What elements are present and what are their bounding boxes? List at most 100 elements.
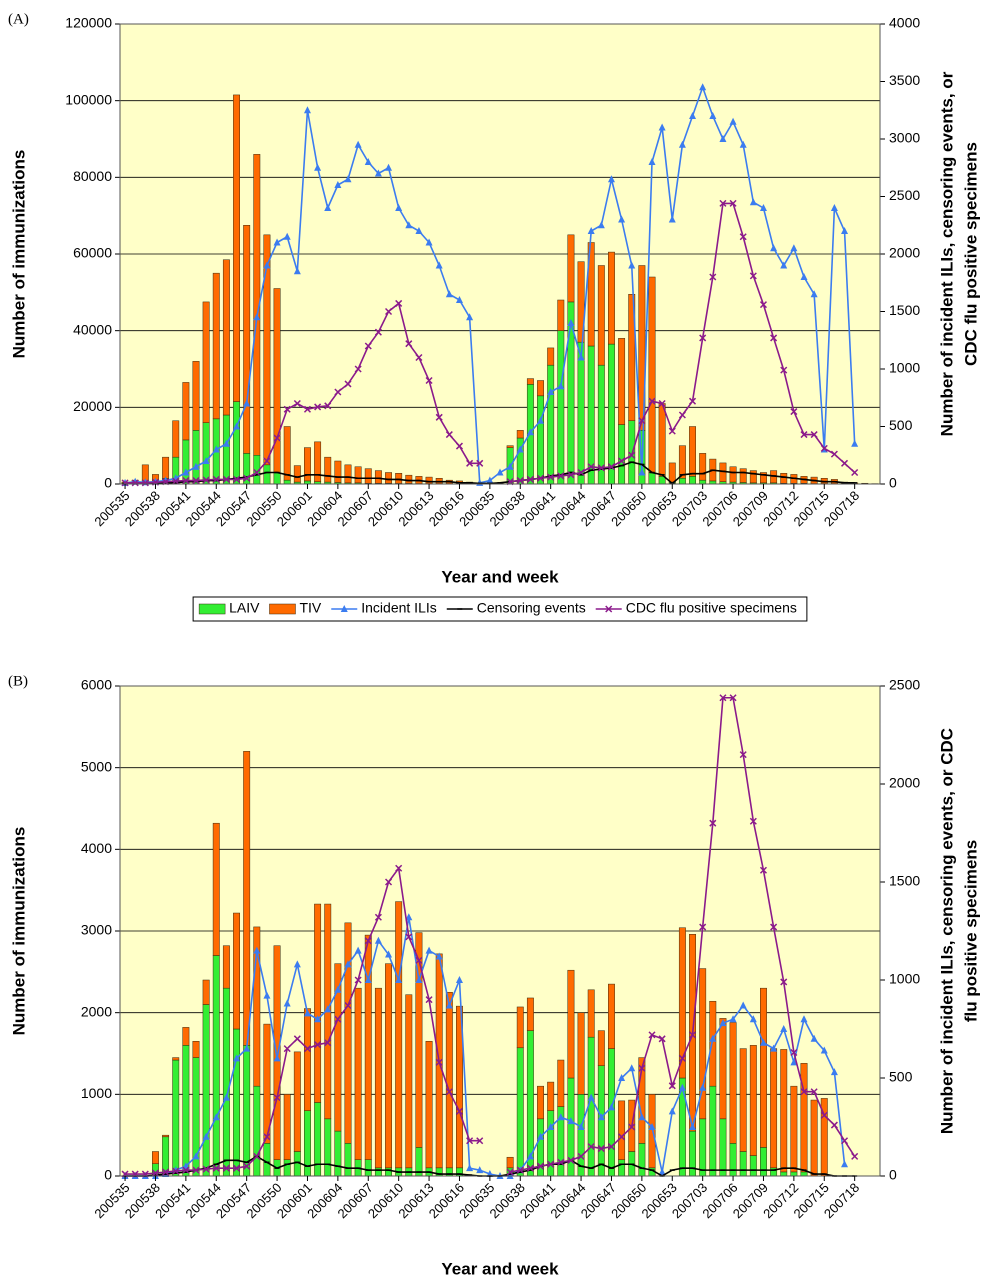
marker [719, 694, 727, 702]
bar [719, 1118, 727, 1177]
bar [547, 1081, 555, 1111]
bar [182, 1045, 190, 1177]
marker [739, 233, 747, 241]
marker [303, 1009, 311, 1017]
bar [516, 1047, 524, 1177]
y2-axis-title: flu positive specimens [961, 840, 980, 1022]
marker [851, 468, 859, 477]
marker [340, 605, 348, 612]
marker [628, 451, 636, 459]
marker [658, 1168, 666, 1176]
bar [324, 456, 332, 483]
marker [516, 477, 524, 485]
bar [222, 259, 230, 416]
marker [425, 946, 433, 954]
marker [253, 946, 261, 954]
bar [790, 1085, 798, 1173]
marker [192, 1166, 200, 1174]
y2-tick-label: 1000 [889, 971, 920, 987]
y2-tick-label: 2500 [889, 187, 920, 203]
marker [689, 397, 697, 405]
bar [628, 294, 636, 421]
bar [233, 1028, 240, 1177]
marker [567, 1156, 575, 1164]
marker [780, 261, 788, 269]
y-tick-label: 3000 [81, 922, 112, 938]
bar [405, 474, 413, 484]
bar [577, 1012, 585, 1095]
legend-label: TIV [299, 600, 321, 616]
bar [324, 1118, 332, 1177]
marker [729, 694, 737, 702]
bar [597, 1030, 605, 1066]
bar [790, 1171, 798, 1177]
marker [668, 1082, 676, 1090]
bar [263, 464, 271, 485]
marker [243, 399, 251, 407]
bar [283, 479, 291, 485]
bar [689, 476, 696, 485]
marker [202, 1165, 210, 1173]
marker [506, 1168, 514, 1176]
marker [739, 1001, 747, 1009]
marker [638, 417, 646, 425]
marker [202, 1132, 210, 1140]
marker [445, 1088, 453, 1096]
marker [455, 1107, 463, 1115]
marker [273, 434, 281, 442]
bar [699, 1118, 707, 1177]
y-tick-label: 20000 [73, 398, 112, 414]
marker [607, 463, 615, 471]
marker [830, 1121, 838, 1129]
marker [385, 878, 393, 886]
marker [547, 1160, 555, 1168]
marker [415, 227, 423, 234]
marker [678, 1054, 686, 1062]
bar [374, 987, 382, 1169]
marker [790, 1048, 798, 1057]
marker [597, 1145, 605, 1153]
marker [273, 1094, 281, 1102]
y-tick-label: 80000 [73, 168, 112, 184]
marker [374, 913, 382, 921]
y-tick-label: 2000 [81, 1003, 112, 1019]
marker [374, 169, 382, 177]
marker [618, 1074, 626, 1081]
marker [496, 468, 504, 476]
bar [678, 478, 686, 485]
marker [233, 1164, 241, 1172]
marker [547, 473, 555, 481]
marker [780, 1025, 788, 1032]
bar [314, 441, 322, 482]
bar [172, 420, 180, 458]
marker [648, 1031, 656, 1039]
marker [841, 1160, 849, 1168]
marker [759, 301, 767, 309]
marker [303, 405, 311, 413]
bar [739, 468, 747, 483]
marker [212, 1113, 220, 1121]
y-tick-label: 4000 [81, 840, 112, 856]
bar [243, 1045, 251, 1177]
marker [628, 1123, 636, 1131]
marker [425, 376, 433, 385]
bar [385, 1167, 392, 1177]
marker [810, 1088, 818, 1096]
marker [354, 976, 362, 984]
marker [749, 1015, 757, 1023]
bar [800, 1171, 808, 1177]
marker [770, 923, 778, 931]
marker [770, 1044, 778, 1052]
bar [638, 1143, 646, 1177]
marker [851, 1152, 859, 1160]
line [125, 866, 480, 1175]
marker [557, 382, 565, 390]
bar [212, 272, 220, 420]
marker [415, 353, 423, 362]
marker [537, 1132, 545, 1140]
marker [212, 1164, 220, 1172]
marker [425, 238, 433, 246]
bar [283, 426, 291, 481]
bar [739, 1151, 747, 1177]
marker [385, 307, 393, 316]
